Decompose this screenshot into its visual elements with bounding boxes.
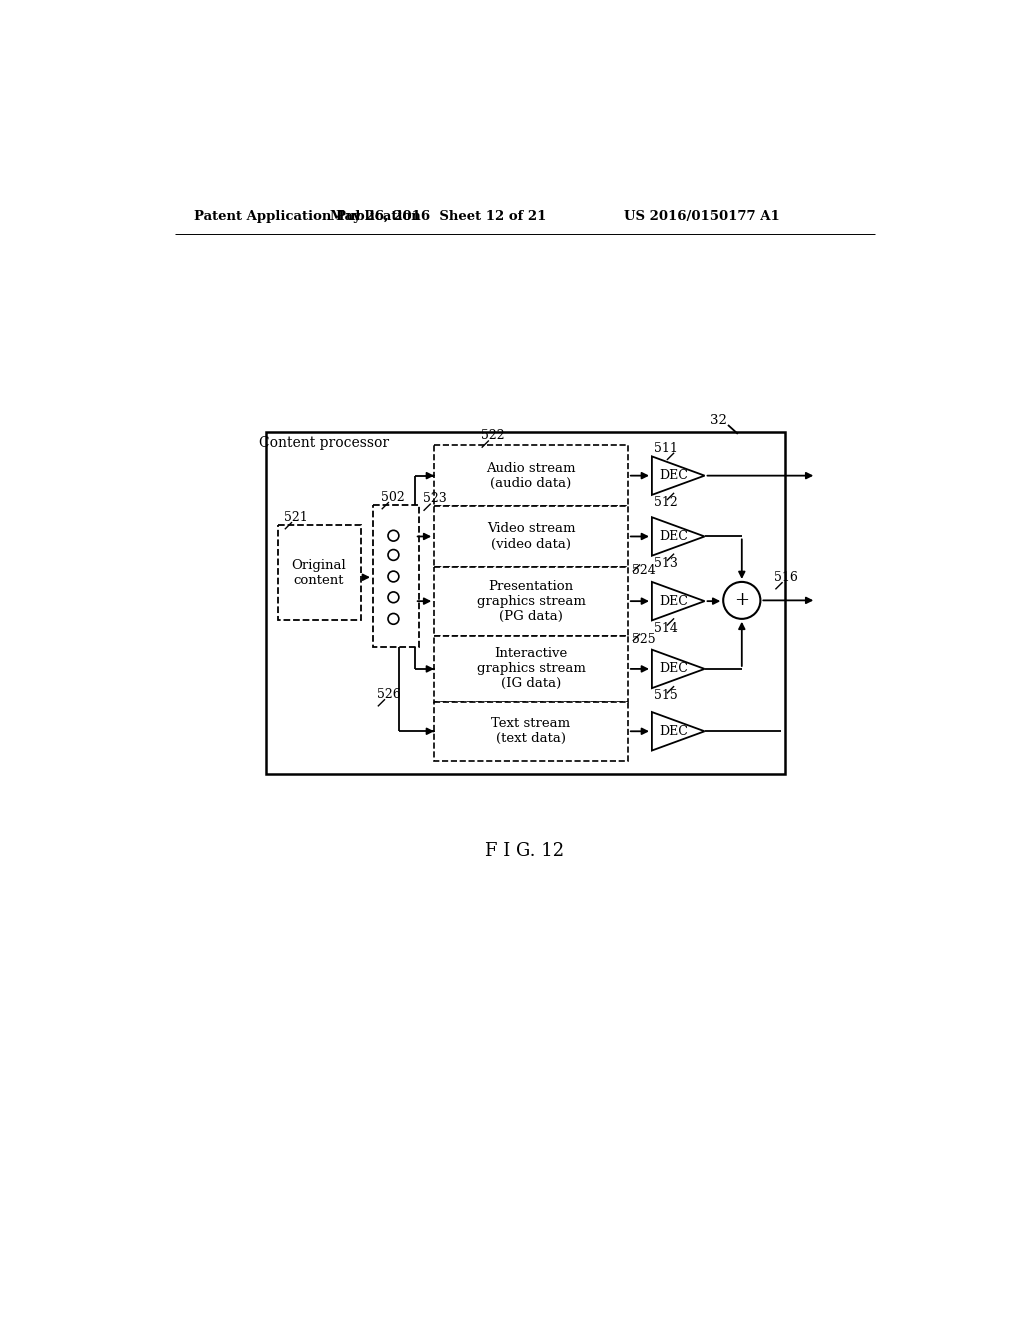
Circle shape [388, 531, 399, 541]
Text: May 26, 2016  Sheet 12 of 21: May 26, 2016 Sheet 12 of 21 [330, 210, 546, 223]
Circle shape [723, 582, 761, 619]
Text: 516: 516 [774, 570, 799, 583]
Text: 521: 521 [284, 511, 307, 524]
Text: 523: 523 [423, 492, 446, 506]
Text: Audio stream
(audio data): Audio stream (audio data) [486, 462, 575, 490]
Bar [434, 507, 628, 566]
Text: Video stream
(video data): Video stream (video data) [486, 523, 575, 550]
Text: 502: 502 [381, 491, 404, 504]
Text: 514: 514 [654, 622, 678, 635]
Bar [434, 636, 628, 702]
Bar [266, 432, 785, 775]
Bar [373, 506, 419, 647]
Text: 511: 511 [654, 442, 678, 455]
Text: 513: 513 [654, 557, 678, 570]
Bar [434, 702, 628, 760]
Text: Original
content: Original content [292, 558, 346, 586]
Polygon shape [652, 711, 705, 751]
Text: DEC: DEC [659, 594, 688, 607]
Text: F I G. 12: F I G. 12 [485, 842, 564, 861]
Text: US 2016/0150177 A1: US 2016/0150177 A1 [624, 210, 779, 223]
Text: Presentation
graphics stream
(PG data): Presentation graphics stream (PG data) [476, 579, 586, 623]
Circle shape [388, 572, 399, 582]
Text: Text stream
(text data): Text stream (text data) [492, 717, 570, 746]
Text: 524: 524 [632, 564, 655, 577]
Bar [278, 525, 360, 620]
Text: DEC: DEC [659, 725, 688, 738]
Text: 522: 522 [480, 429, 504, 442]
Text: Patent Application Publication: Patent Application Publication [194, 210, 421, 223]
Polygon shape [652, 582, 705, 620]
Text: Interactive
graphics stream
(IG data): Interactive graphics stream (IG data) [476, 647, 586, 690]
Polygon shape [652, 649, 705, 688]
Circle shape [388, 614, 399, 624]
Circle shape [388, 549, 399, 561]
Text: DEC: DEC [659, 663, 688, 676]
Text: DEC: DEC [659, 469, 688, 482]
Text: 526: 526 [377, 688, 400, 701]
Text: 525: 525 [632, 634, 655, 647]
Circle shape [388, 591, 399, 603]
Bar [434, 566, 628, 636]
Text: 32: 32 [710, 413, 727, 426]
Text: Content processor: Content processor [259, 437, 389, 450]
Text: +: + [734, 591, 750, 610]
Bar [434, 445, 628, 507]
Text: 515: 515 [654, 689, 678, 702]
Polygon shape [652, 457, 705, 495]
Polygon shape [652, 517, 705, 556]
Text: 512: 512 [654, 496, 678, 510]
Text: DEC: DEC [659, 529, 688, 543]
